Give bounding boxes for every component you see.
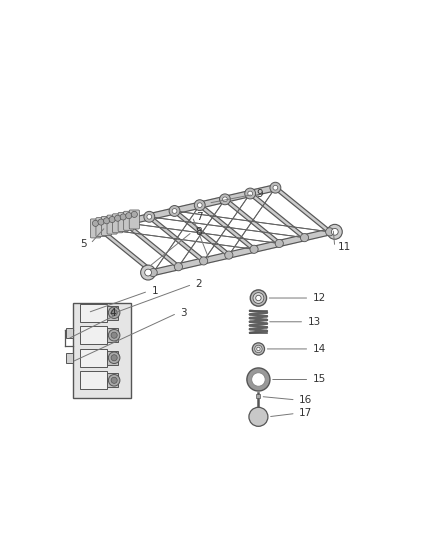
Circle shape xyxy=(248,191,253,196)
Circle shape xyxy=(254,345,262,353)
Circle shape xyxy=(219,194,230,205)
FancyBboxPatch shape xyxy=(113,214,123,233)
Circle shape xyxy=(174,263,183,271)
Circle shape xyxy=(300,233,308,242)
FancyBboxPatch shape xyxy=(66,328,74,337)
FancyBboxPatch shape xyxy=(96,217,106,237)
Circle shape xyxy=(325,228,334,236)
Circle shape xyxy=(253,293,264,303)
Circle shape xyxy=(147,214,152,219)
Polygon shape xyxy=(249,192,306,239)
FancyBboxPatch shape xyxy=(107,215,117,234)
Circle shape xyxy=(275,239,283,247)
Circle shape xyxy=(111,310,117,316)
Polygon shape xyxy=(152,229,330,276)
Circle shape xyxy=(247,368,270,391)
Circle shape xyxy=(249,407,268,426)
Polygon shape xyxy=(123,221,180,268)
Circle shape xyxy=(131,211,138,217)
FancyBboxPatch shape xyxy=(107,373,117,387)
Circle shape xyxy=(200,257,208,265)
Circle shape xyxy=(145,269,152,276)
Circle shape xyxy=(172,208,177,213)
Circle shape xyxy=(245,188,256,199)
Text: 14: 14 xyxy=(313,344,326,354)
Circle shape xyxy=(111,332,117,338)
Circle shape xyxy=(194,200,205,211)
Circle shape xyxy=(149,269,157,277)
Text: 11: 11 xyxy=(338,242,351,252)
Circle shape xyxy=(119,217,130,228)
Circle shape xyxy=(225,251,233,259)
Text: 1: 1 xyxy=(152,286,158,296)
Circle shape xyxy=(251,373,265,386)
FancyBboxPatch shape xyxy=(66,353,74,363)
Circle shape xyxy=(111,377,117,383)
Polygon shape xyxy=(98,185,276,231)
Circle shape xyxy=(250,245,258,253)
Text: 9: 9 xyxy=(257,190,263,199)
FancyBboxPatch shape xyxy=(80,349,107,367)
Circle shape xyxy=(256,295,261,301)
Text: 5: 5 xyxy=(80,239,87,249)
Polygon shape xyxy=(173,209,230,256)
Polygon shape xyxy=(274,186,331,233)
Circle shape xyxy=(332,229,338,235)
Text: 16: 16 xyxy=(299,395,312,405)
FancyBboxPatch shape xyxy=(124,211,134,230)
Circle shape xyxy=(273,185,278,190)
Circle shape xyxy=(109,216,115,223)
Circle shape xyxy=(93,223,104,234)
Text: 4: 4 xyxy=(109,308,116,318)
Circle shape xyxy=(198,203,202,207)
FancyBboxPatch shape xyxy=(74,303,131,398)
Circle shape xyxy=(250,290,267,306)
Circle shape xyxy=(257,347,260,351)
Text: 7: 7 xyxy=(196,212,202,222)
Text: 15: 15 xyxy=(313,375,326,384)
Circle shape xyxy=(96,226,101,231)
Circle shape xyxy=(115,215,121,221)
FancyBboxPatch shape xyxy=(80,304,107,321)
Circle shape xyxy=(120,214,126,220)
Circle shape xyxy=(270,182,281,193)
Circle shape xyxy=(108,375,120,386)
FancyBboxPatch shape xyxy=(107,305,117,320)
Circle shape xyxy=(108,307,120,318)
Circle shape xyxy=(169,206,180,216)
Text: 17: 17 xyxy=(299,408,312,418)
Circle shape xyxy=(111,354,117,361)
Polygon shape xyxy=(148,215,205,262)
FancyBboxPatch shape xyxy=(107,328,117,342)
FancyBboxPatch shape xyxy=(102,216,112,236)
Text: 2: 2 xyxy=(196,279,202,289)
FancyBboxPatch shape xyxy=(256,394,261,398)
Circle shape xyxy=(98,219,104,225)
FancyBboxPatch shape xyxy=(80,372,107,389)
Circle shape xyxy=(108,352,120,364)
Circle shape xyxy=(327,224,342,239)
FancyBboxPatch shape xyxy=(80,326,107,344)
FancyBboxPatch shape xyxy=(118,213,128,231)
Polygon shape xyxy=(224,198,280,245)
Polygon shape xyxy=(98,227,154,274)
Circle shape xyxy=(144,212,155,222)
Circle shape xyxy=(126,213,132,219)
Circle shape xyxy=(223,197,227,201)
FancyBboxPatch shape xyxy=(129,210,139,229)
Circle shape xyxy=(141,265,155,280)
Text: 12: 12 xyxy=(313,293,326,303)
Text: 8: 8 xyxy=(196,227,202,237)
FancyBboxPatch shape xyxy=(90,219,101,238)
Circle shape xyxy=(103,217,110,224)
Polygon shape xyxy=(198,204,255,251)
Text: 3: 3 xyxy=(180,308,187,318)
Text: 13: 13 xyxy=(307,317,321,327)
Circle shape xyxy=(122,220,127,225)
Circle shape xyxy=(252,343,265,355)
Circle shape xyxy=(92,220,99,227)
Circle shape xyxy=(108,329,120,341)
FancyBboxPatch shape xyxy=(107,351,117,365)
